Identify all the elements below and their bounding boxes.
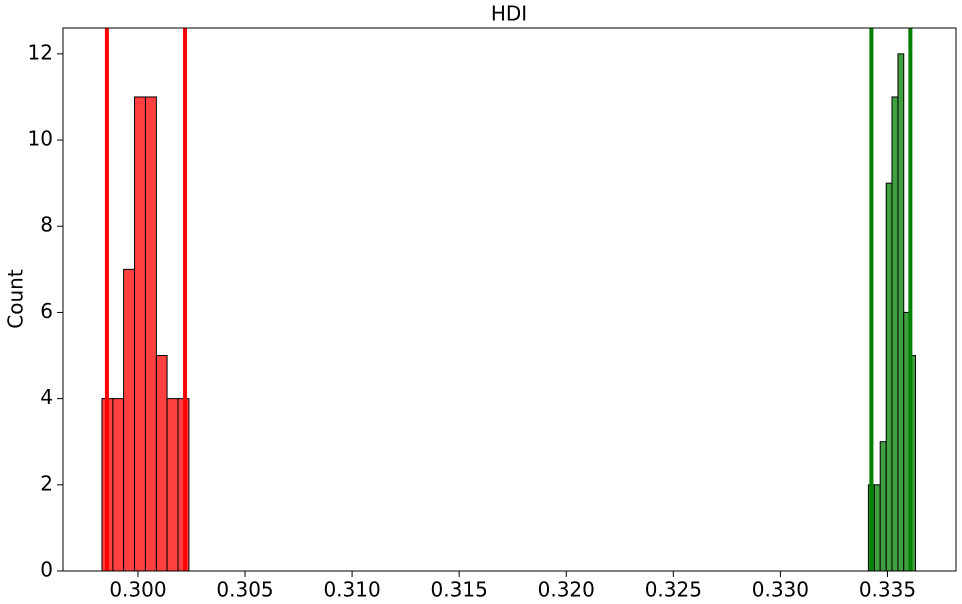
- y-tick-label: 6: [40, 299, 53, 323]
- histogram-bar: [112, 398, 125, 572]
- y-tick-label: 10: [28, 127, 53, 151]
- x-tick-label: 0.335: [859, 578, 916, 602]
- y-tick-label: 12: [28, 40, 53, 64]
- x-tick-label: 0.305: [216, 578, 273, 602]
- x-tick-label: 0.330: [752, 578, 809, 602]
- x-tick-label: 0.310: [323, 578, 380, 602]
- y-tick-label: 8: [40, 213, 53, 237]
- histogram-bar: [123, 268, 136, 572]
- histogram-bar: [897, 53, 905, 572]
- x-tick-label: 0.320: [538, 578, 595, 602]
- x-tick-label: 0.300: [109, 578, 166, 602]
- histogram-bar: [166, 398, 179, 572]
- x-tick-label: 0.315: [431, 578, 488, 602]
- y-tick-label: 2: [40, 471, 53, 495]
- y-axis-label: Count: [4, 269, 28, 329]
- histogram-bar: [134, 96, 146, 572]
- chart-title: HDI: [491, 2, 527, 26]
- x-tick-label: 0.325: [645, 578, 702, 602]
- y-tick-label: 0: [40, 558, 53, 582]
- histogram-bar: [144, 96, 157, 572]
- histogram-bar: [155, 355, 168, 572]
- histogram-bar: [873, 484, 881, 572]
- y-tick-label: 4: [40, 385, 53, 409]
- histogram-bar: [885, 182, 893, 572]
- plot-frame: [62, 27, 957, 572]
- histogram-bar: [891, 96, 899, 572]
- histogram-bar: [879, 441, 887, 572]
